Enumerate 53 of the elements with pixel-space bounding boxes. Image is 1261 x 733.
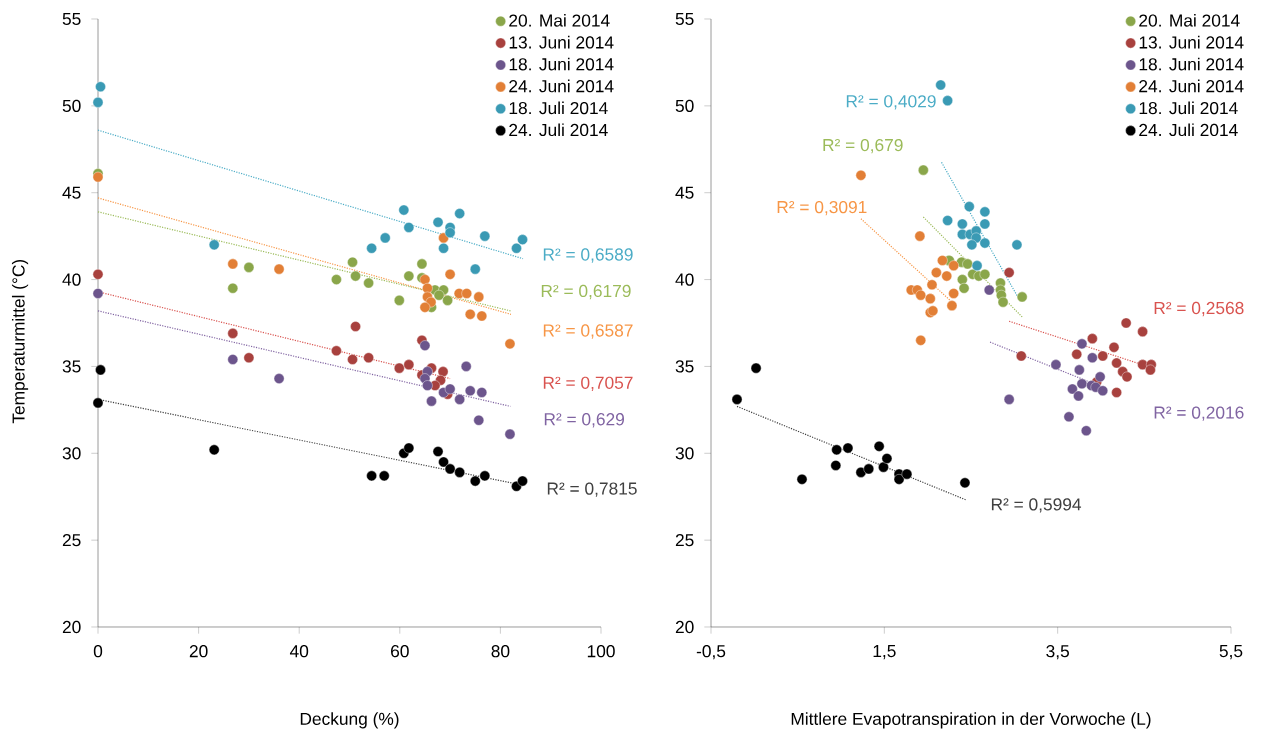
x-tick-label: 60 [391, 645, 409, 658]
y-tick-label: 45 [62, 186, 81, 199]
x-tick-label: 1,5 [873, 645, 896, 660]
annotation: R² = 0,6587 [543, 324, 633, 339]
y-tick-label: 35 [675, 360, 694, 373]
legend-label: 13. Juni 2014 [1139, 35, 1244, 49]
x-tick-label: 5,5 [1219, 645, 1243, 660]
x-axis-title: Deckung (%) [300, 712, 399, 729]
y-tick-label: 35 [62, 360, 81, 373]
y-tick-label: 20 [675, 620, 694, 634]
y-tick-label: 30 [675, 447, 694, 460]
legend-label: 18. Juni 2014 [509, 57, 614, 71]
annotation: R² = 0,7815 [547, 482, 637, 497]
legend-label: 18. Juli 2014 [509, 101, 608, 115]
legend-label: 20. Mai 2014 [509, 13, 610, 27]
y-tick-label: 45 [675, 186, 694, 199]
y-tick-label: 25 [62, 534, 81, 547]
y-tick-label: 30 [62, 447, 81, 460]
x-tick-label: 40 [289, 645, 309, 658]
y-tick-label: 50 [675, 99, 694, 112]
x-tick-label: 3,5 [1046, 645, 1069, 660]
y-tick-label: 25 [675, 534, 694, 547]
x-tick-label: 20 [189, 645, 208, 658]
annotation: R² = 0,2016 [1154, 406, 1244, 421]
annotation: R² = 0,629 [544, 413, 625, 428]
legend-label: 18. Juni 2014 [1139, 57, 1244, 71]
legend-label: 24. Juni 2014 [509, 79, 614, 93]
annotation: R² = 0,7057 [543, 376, 633, 391]
annotation: R² = 0,3091 [777, 200, 867, 216]
y-tick-label: 40 [62, 273, 81, 286]
x-tick-label: 100 [587, 645, 615, 658]
y-tick-label: 50 [62, 99, 81, 112]
legend-label: 24. Juli 2014 [509, 123, 608, 137]
x-tick-label: -0,5 [696, 645, 726, 660]
annotation: R² = 0,6589 [543, 248, 633, 263]
annotation: R² = 0,2568 [1154, 301, 1244, 317]
x-tick-label: 0 [93, 645, 103, 658]
y-tick-label: 55 [62, 12, 81, 26]
annotation: R² = 0,6179 [541, 284, 631, 300]
legend-label: 18. Juli 2014 [1139, 101, 1238, 115]
legend-label: 13. Juni 2014 [509, 35, 614, 49]
y-tick-label: 20 [62, 620, 81, 634]
legend-label: 24. Juli 2014 [1139, 123, 1238, 137]
y-tick-label: 55 [675, 12, 694, 26]
y-axis-title: Temperaturmittel (°C) [11, 259, 29, 424]
legend-label: 20. Mai 2014 [1139, 13, 1240, 27]
y-tick-label: 40 [675, 273, 694, 286]
annotation: R² = 0,679 [823, 138, 903, 154]
annotation: R² = 0,4029 [846, 95, 936, 110]
x-tick-label: 80 [491, 645, 510, 658]
x-axis-title: Mittlere Evapotranspiration in der Vorwoche (L) [791, 712, 1151, 729]
annotation: R² = 0,5994 [991, 498, 1082, 513]
legend-label: 24. Juni 2014 [1139, 79, 1244, 93]
